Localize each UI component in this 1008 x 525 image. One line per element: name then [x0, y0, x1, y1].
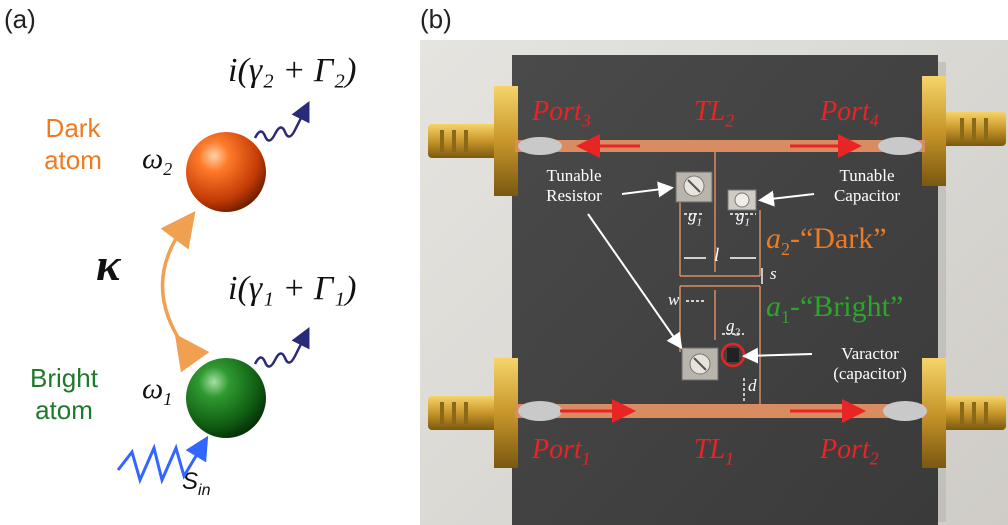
dark-mode-label: a2-“Dark” — [766, 222, 887, 260]
port1-sub: 1 — [581, 448, 591, 469]
decay-rates-2: (γ₂ + Γ₂) — [237, 52, 357, 89]
width-w: w — [668, 290, 680, 309]
port1-label: Port1 — [532, 434, 591, 470]
tunable-resistor-bottom — [681, 347, 719, 381]
capacitor-pointer — [758, 190, 815, 207]
omega1-symbol: ω1 — [142, 372, 172, 410]
omega2-letter: ω — [142, 142, 164, 175]
varactor-pointer — [742, 347, 813, 364]
port1-text: Port — [532, 434, 582, 465]
port3-label: Port3 — [532, 96, 591, 132]
coupling-arrow — [160, 210, 210, 373]
port4-sub: 4 — [869, 110, 879, 131]
tunable-capacitor-label: Tunable Capacitor — [833, 166, 901, 205]
omega2-symbol: ω2 — [142, 142, 172, 180]
s-subscript: in — [198, 481, 211, 499]
omega1-letter: ω — [142, 372, 164, 405]
dark-atom-label: Dark atom — [44, 113, 102, 175]
bright-atom-label: Bright atom — [30, 363, 98, 425]
bright-mode-text: -“Bright” — [790, 290, 904, 323]
resistor-bottom-pointer — [587, 213, 683, 350]
g-letter: g — [736, 206, 745, 225]
bright-atom-sphere — [186, 358, 266, 438]
sma-connector-port4 — [922, 76, 1006, 186]
dark-atom-sphere — [186, 132, 266, 212]
bright-mode-a: a — [766, 290, 781, 323]
port4-label: Port4 — [820, 96, 879, 132]
panel-a-graphics — [116, 101, 310, 485]
tl2-text: TL — [694, 96, 726, 127]
dark-decay-expression: i(γ₂ + Γ₂) — [228, 52, 356, 90]
bright-mode-label: a1-“Bright” — [766, 290, 903, 328]
tunable-resistor-label: Tunable Resistor — [546, 166, 602, 205]
tl1-label: TL1 — [694, 434, 734, 470]
imag-unit: i — [228, 270, 238, 307]
dark-mode-text: -“Dark” — [790, 222, 887, 255]
g-sub: 1 — [744, 216, 751, 229]
g-letter: g — [726, 316, 735, 335]
g-letter: g — [688, 206, 697, 225]
port4-text: Port — [820, 96, 870, 127]
imag-unit: i — [228, 52, 238, 89]
port2-text: Port — [820, 434, 870, 465]
panel-a-label: (a) — [4, 4, 36, 34]
port2-sub: 2 — [869, 448, 879, 469]
tunable-capacitor — [727, 189, 757, 211]
input-wave — [116, 435, 209, 485]
dark-resonator — [679, 152, 761, 277]
bright-mode-sub: 1 — [781, 307, 790, 327]
g-sub: 2 — [734, 326, 741, 339]
bright-decay-wave — [253, 327, 310, 368]
transmission-line-2 — [515, 140, 925, 152]
dark-mode-sub: 2 — [781, 239, 790, 259]
panel-b-label: (b) — [420, 4, 452, 34]
dark-decay-wave — [253, 101, 310, 142]
dark-mode-a: a — [766, 222, 781, 255]
tl1-sub: 1 — [725, 448, 735, 469]
bright-decay-expression: i(γ₁ + Γ₁) — [228, 270, 356, 308]
omega2-subscript: 2 — [163, 159, 173, 179]
decay-rates-1: (γ₁ + Γ₁) — [237, 270, 357, 307]
tl1-text: TL — [694, 434, 726, 465]
pcb-substrate — [512, 55, 938, 525]
spacing-s: s — [770, 264, 777, 283]
sma-connector-port3 — [428, 86, 518, 196]
gap-g1-right: g1 — [736, 206, 750, 232]
tunable-resistor-top — [675, 171, 713, 203]
tl2-label: TL2 — [694, 96, 734, 132]
kappa-symbol: κ — [96, 239, 121, 290]
g-sub: 1 — [696, 216, 703, 229]
gap-g2: g2 — [726, 316, 740, 342]
omega1-subscript: 1 — [163, 389, 173, 409]
gap-g1-left: g1 — [688, 206, 702, 232]
varactor-label: Varactor (capacitor) — [833, 344, 907, 383]
dimension-markers — [684, 213, 763, 402]
port3-sub: 3 — [581, 110, 591, 131]
sma-connector-port1 — [428, 358, 518, 468]
length-l: l — [714, 245, 720, 266]
resistor-pointer — [621, 181, 674, 198]
sma-connector-port2 — [922, 358, 1006, 468]
port3-text: Port — [532, 96, 582, 127]
port2-label: Port2 — [820, 434, 879, 470]
distance-d: d — [748, 376, 757, 395]
tl2-sub: 2 — [725, 110, 735, 131]
